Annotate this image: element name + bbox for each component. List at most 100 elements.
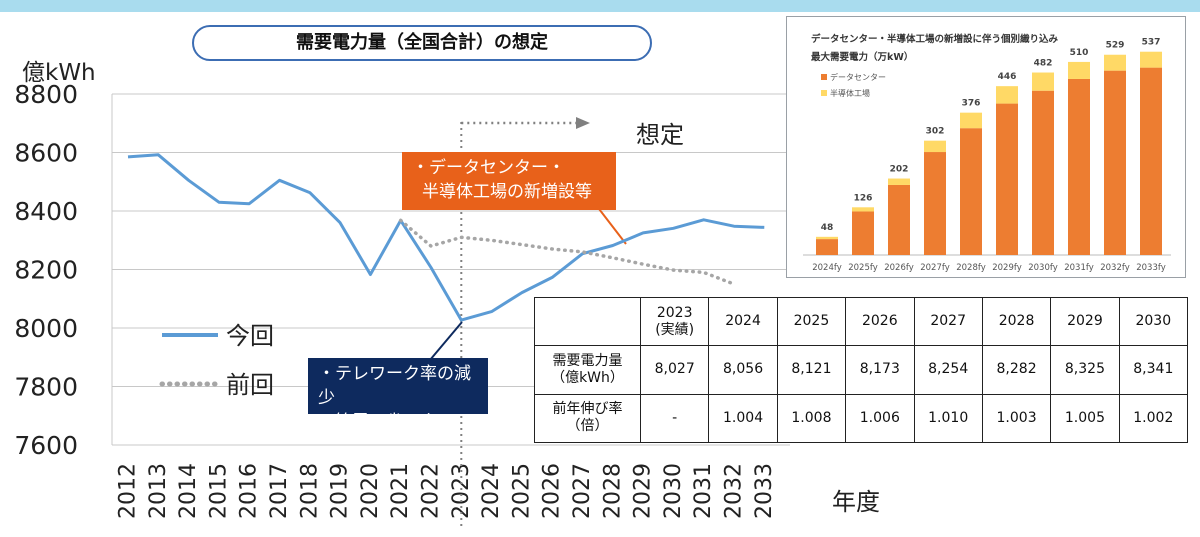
y-tick-label: 8200 bbox=[14, 256, 78, 285]
table-header-cell: 2023 (実績) bbox=[639, 296, 710, 347]
table-cell: 8,254 bbox=[913, 345, 983, 395]
table-row-label: 需要電力量 （億kWh） bbox=[534, 345, 641, 395]
table-cell: 1.002 bbox=[1118, 393, 1189, 444]
inset-bar-total-label: 376 bbox=[962, 99, 981, 109]
callout-datacenter: ・データセンター・ 半導体工場の新増設等 bbox=[402, 152, 616, 210]
inset-x-tick-label: 2030fy bbox=[1028, 263, 1058, 273]
callout-telework: ・テレワーク率の減少 ・節電・省エネ bbox=[308, 358, 488, 432]
inset-chart-subtitle: 最大需要電力（万kW） bbox=[811, 51, 913, 63]
x-tick-label: 2015 bbox=[206, 463, 231, 519]
inset-x-tick-label: 2031fy bbox=[1064, 263, 1094, 273]
inset-x-tick-label: 2029fy bbox=[992, 263, 1022, 273]
inset-legend-label: データセンター bbox=[830, 72, 886, 82]
series-line-previous bbox=[398, 218, 736, 286]
x-tick-label: 2018 bbox=[297, 463, 322, 519]
table-cell: 1.004 bbox=[708, 393, 778, 444]
inset-x-tick-label: 2028fy bbox=[956, 263, 986, 273]
inset-legend-swatch bbox=[821, 90, 827, 96]
table-header-cell: 2024 bbox=[708, 296, 778, 347]
top-accent-bar bbox=[0, 0, 1200, 12]
table-header-cell bbox=[534, 296, 641, 347]
table-cell: 1.010 bbox=[913, 393, 983, 444]
x-tick-label: 2023 bbox=[449, 463, 474, 519]
legend-label-series-current: 今回 bbox=[226, 322, 274, 350]
table-cell: - bbox=[639, 393, 710, 444]
table-header-row: 2023 (実績) 2024 2025 2026 2027 2028 2029 2… bbox=[534, 296, 1189, 347]
row-label-unit: （倍） bbox=[566, 418, 609, 435]
x-tick-label: 2012 bbox=[116, 463, 141, 519]
table-cell: 8,282 bbox=[981, 345, 1052, 395]
inset-bar-segment bbox=[888, 184, 910, 255]
table-header-cell: 2029 bbox=[1050, 296, 1120, 347]
x-tick-label: 2020 bbox=[358, 463, 383, 519]
table-cell: 8,341 bbox=[1118, 345, 1189, 395]
y-tick-label: 7600 bbox=[14, 431, 78, 460]
inset-bar-segment bbox=[852, 211, 874, 255]
inset-bar-total-label: 529 bbox=[1106, 41, 1125, 51]
table-cell: 8,056 bbox=[708, 345, 778, 395]
x-tick-label: 2027 bbox=[570, 463, 595, 519]
inset-bar-total-label: 126 bbox=[854, 193, 873, 203]
callout-telework-line1: ・テレワーク率の減少 bbox=[318, 364, 471, 408]
y-tick-label: 8800 bbox=[14, 80, 78, 109]
table-header-cell: 2028 bbox=[981, 296, 1052, 347]
table-cell: 8,325 bbox=[1050, 345, 1120, 395]
x-tick-label: 2030 bbox=[661, 463, 686, 519]
callout-datacenter-leader bbox=[595, 204, 627, 245]
chart-title: 需要電力量（全国合計）の想定 bbox=[192, 25, 652, 61]
table-row: 前年伸び率 （倍） - 1.004 1.008 1.006 1.010 1.003… bbox=[534, 393, 1189, 444]
x-tick-label: 2017 bbox=[267, 463, 292, 519]
table-row-label: 前年伸び率 （倍） bbox=[534, 393, 641, 444]
table-row: 需要電力量 （億kWh） 8,027 8,056 8,121 8,173 8,25… bbox=[534, 345, 1189, 395]
callout-datacenter-line2: 半導体工場の新増設等 bbox=[422, 182, 592, 202]
inset-x-tick-label: 2025fy bbox=[848, 263, 878, 273]
table-cell: 1.003 bbox=[981, 393, 1052, 444]
table-cell: 8,173 bbox=[845, 345, 915, 395]
x-tick-label: 2033 bbox=[752, 463, 777, 519]
inset-bar-segment bbox=[1104, 70, 1126, 255]
y-tick-label: 8400 bbox=[14, 197, 78, 226]
inset-bar-segment bbox=[960, 112, 982, 129]
x-tick-label: 2028 bbox=[600, 463, 625, 519]
y-axis-title: 億kWh bbox=[22, 60, 96, 86]
x-tick-label: 2016 bbox=[237, 463, 262, 519]
inset-bar-total-label: 537 bbox=[1142, 38, 1161, 48]
inset-bar-segment bbox=[960, 128, 982, 255]
inset-x-tick-label: 2024fy bbox=[812, 263, 842, 273]
row-label-main: 前年伸び率 bbox=[552, 401, 623, 418]
x-tick-label: 2029 bbox=[631, 463, 656, 519]
table-header-cell: 2025 bbox=[776, 296, 847, 347]
table-header-year: 2023 bbox=[656, 304, 693, 321]
x-axis-title: 年度 bbox=[832, 488, 880, 516]
inset-legend-swatch bbox=[821, 74, 827, 80]
y-tick-label: 8600 bbox=[14, 139, 78, 168]
forecast-label: 想定 bbox=[636, 121, 684, 149]
inset-bar-segment bbox=[924, 140, 946, 153]
inset-bar-segment bbox=[852, 207, 874, 212]
row-label-main: 需要電力量 bbox=[552, 352, 623, 369]
table-cell: 1.005 bbox=[1050, 393, 1120, 444]
x-tick-label: 2013 bbox=[146, 463, 171, 519]
inset-bar-total-label: 302 bbox=[926, 127, 945, 137]
inset-bar-segment bbox=[1032, 90, 1054, 255]
inset-bar-segment bbox=[1104, 54, 1126, 71]
inset-bar-segment bbox=[924, 152, 946, 255]
legend-label-series-previous: 前回 bbox=[226, 371, 274, 399]
series-line-current bbox=[127, 153, 765, 322]
x-tick-label: 2024 bbox=[479, 463, 504, 519]
inset-x-tick-label: 2026fy bbox=[884, 263, 914, 273]
inset-bar-total-label: 446 bbox=[998, 72, 1017, 82]
inset-bar-segment bbox=[1068, 78, 1090, 255]
row-label-unit: （億kWh） bbox=[551, 369, 624, 386]
demand-table: 2023 (実績) 2024 2025 2026 2027 2028 2029 2… bbox=[534, 296, 1189, 444]
inset-bar-segment bbox=[996, 103, 1018, 255]
y-tick-label: 7800 bbox=[14, 373, 78, 402]
x-tick-label: 2026 bbox=[540, 463, 565, 519]
inset-x-tick-label: 2032fy bbox=[1100, 263, 1130, 273]
x-tick-label: 2032 bbox=[722, 463, 747, 519]
table-header-cell: 2030 bbox=[1118, 296, 1189, 347]
x-tick-label: 2014 bbox=[176, 463, 201, 519]
callout-datacenter-line1: ・データセンター・ bbox=[412, 158, 565, 178]
inset-bar-total-label: 510 bbox=[1070, 48, 1089, 58]
